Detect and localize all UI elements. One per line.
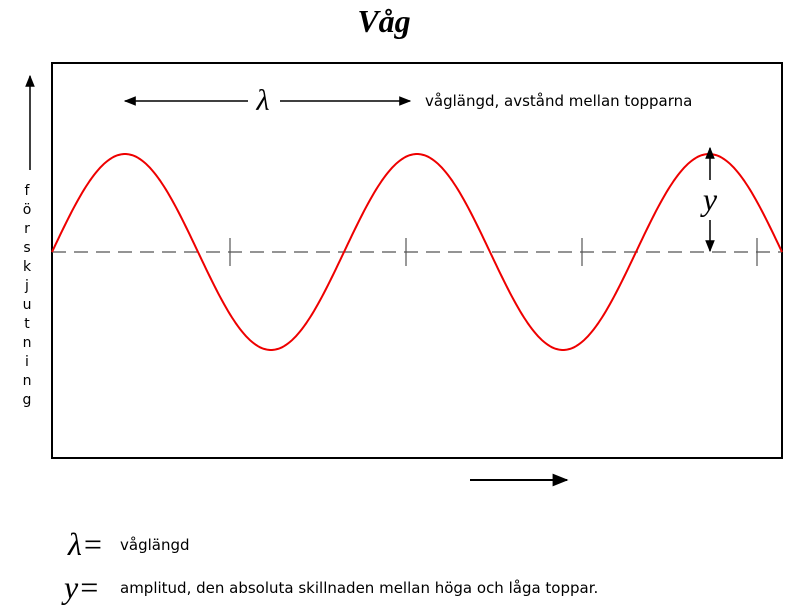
- wavelength-note: våglängd, avstånd mellan topparna: [425, 92, 692, 110]
- midline-ticks: [229, 238, 758, 266]
- amplitude-symbol: y: [700, 181, 718, 217]
- legend-symbol: λ=: [67, 526, 103, 562]
- legend-symbol: y=: [61, 569, 100, 605]
- title: Våg: [357, 3, 410, 39]
- frame: [51, 62, 783, 459]
- legend-text: amplitud, den absoluta skillnaden mellan…: [120, 579, 598, 597]
- y-axis-label: förskjutning: [19, 183, 35, 411]
- legend-text: våglängd: [120, 536, 190, 554]
- sine-wave: [51, 153, 783, 351]
- wavelength-symbol: λ: [256, 84, 270, 117]
